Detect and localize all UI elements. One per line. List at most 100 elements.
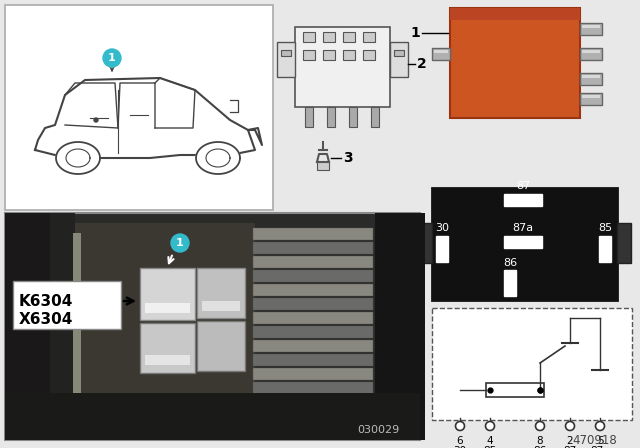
Bar [75, 223, 255, 420]
Text: 30: 30 [453, 446, 467, 448]
Text: 87a: 87a [590, 446, 610, 448]
Bar [145, 303, 190, 313]
Bar [371, 107, 379, 127]
Bar [390, 42, 408, 77]
Bar [580, 23, 602, 35]
Bar [582, 50, 600, 53]
Text: 8: 8 [537, 436, 543, 446]
Text: 85: 85 [483, 446, 497, 448]
Bar [580, 93, 602, 105]
Text: 2: 2 [417, 57, 427, 71]
Polygon shape [196, 142, 240, 174]
Bar [343, 32, 355, 42]
Text: 86: 86 [503, 258, 517, 268]
Bar [73, 233, 81, 420]
Bar [434, 50, 448, 53]
Bar [323, 32, 335, 42]
Text: 470918: 470918 [573, 434, 618, 447]
Bar [253, 256, 373, 268]
Bar [253, 242, 373, 254]
Text: 5: 5 [596, 436, 604, 446]
Bar [599, 236, 611, 262]
Bar [197, 268, 245, 318]
Bar [5, 393, 420, 440]
Bar [317, 162, 329, 170]
Bar [394, 50, 404, 56]
Bar [432, 48, 450, 60]
Bar [582, 75, 600, 78]
Text: 030029: 030029 [357, 425, 399, 435]
Text: 4: 4 [486, 436, 493, 446]
Bar [253, 312, 373, 324]
Text: X6304: X6304 [19, 313, 74, 327]
Circle shape [566, 422, 575, 431]
Bar [504, 194, 542, 206]
Bar [432, 188, 617, 300]
Bar [253, 396, 373, 408]
Bar [13, 281, 121, 329]
Text: 30: 30 [435, 223, 449, 233]
Bar [253, 382, 373, 394]
Bar [580, 48, 602, 60]
Bar [253, 354, 373, 366]
Text: 85: 85 [598, 223, 612, 233]
Text: 6: 6 [457, 436, 463, 446]
Text: 87: 87 [516, 181, 530, 191]
Bar [432, 308, 632, 420]
Bar [253, 284, 373, 296]
Text: 2: 2 [566, 436, 573, 446]
Text: 87: 87 [563, 446, 577, 448]
Bar [253, 424, 373, 436]
Bar [140, 323, 195, 373]
Bar [202, 301, 240, 311]
Bar [295, 27, 390, 107]
Text: 86: 86 [533, 446, 547, 448]
Bar [140, 268, 195, 320]
Bar [253, 326, 373, 338]
Text: 1: 1 [410, 26, 420, 40]
Bar [145, 355, 190, 365]
Bar [50, 213, 75, 440]
Circle shape [94, 118, 98, 122]
Bar [363, 32, 375, 42]
Bar [450, 8, 580, 118]
Text: 3: 3 [343, 151, 353, 165]
Bar [580, 73, 602, 85]
Bar [303, 50, 315, 60]
Bar [303, 32, 315, 42]
Text: K6304: K6304 [19, 293, 74, 309]
Text: 87a: 87a [513, 223, 534, 233]
Bar [281, 50, 291, 56]
Bar [253, 298, 373, 310]
Circle shape [456, 422, 465, 431]
Bar [375, 213, 425, 440]
Circle shape [536, 422, 545, 431]
Bar [253, 368, 373, 380]
Bar [436, 236, 448, 262]
Bar [305, 107, 313, 127]
Circle shape [595, 422, 605, 431]
Bar [197, 321, 245, 371]
Bar [504, 270, 516, 296]
Bar [5, 5, 273, 210]
Bar [5, 213, 420, 440]
Bar [5, 213, 50, 440]
Bar [253, 228, 373, 240]
Bar [450, 8, 580, 20]
Bar [418, 223, 432, 263]
Bar [582, 95, 600, 98]
Bar [327, 107, 335, 127]
Polygon shape [56, 142, 100, 174]
Bar [349, 107, 357, 127]
Circle shape [103, 49, 121, 67]
Bar [253, 410, 373, 422]
Text: 1: 1 [108, 53, 116, 63]
Bar [363, 50, 375, 60]
Bar [582, 25, 600, 28]
Circle shape [486, 422, 495, 431]
Bar [343, 50, 355, 60]
Bar [486, 383, 544, 397]
Bar [323, 50, 335, 60]
Bar [617, 223, 631, 263]
Bar [253, 270, 373, 282]
